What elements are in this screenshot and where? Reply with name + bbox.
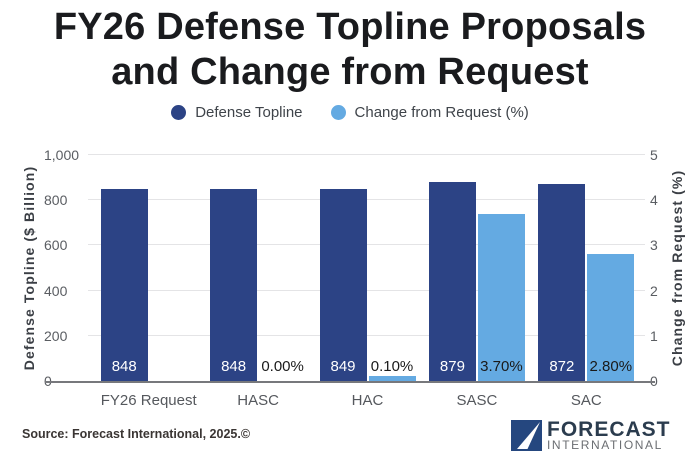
forecast-international-logo: FORECAST INTERNATIONAL (511, 418, 671, 452)
bar-value-label: 848 (111, 358, 137, 375)
left-axis-title: Defense Topline ($ Billion) (21, 165, 37, 371)
change-from-request-bar (587, 254, 635, 381)
category-label: FY26 Request (100, 392, 197, 409)
left-axis-tick: 400 (44, 282, 68, 299)
category-label: HAC (351, 392, 384, 409)
change-from-request-bar (368, 376, 416, 381)
left-axis-tick: 800 (44, 192, 68, 209)
chart-title-line1: FY26 Defense Topline Proposals (53, 6, 647, 48)
x-axis-line (45, 381, 655, 383)
legend-item-change-from-request: Change from Request (%) (330, 104, 529, 121)
left-axis-tick: 1,000 (44, 147, 80, 163)
bar-pct-label: 2.80% (589, 358, 633, 375)
right-axis-title: Change from Request (%) (669, 169, 685, 367)
category-label: HASC (237, 392, 279, 409)
legend: Defense Topline Change from Request (%) (0, 104, 700, 121)
right-axis-tick: 4 (650, 192, 658, 209)
defense-topline-bar (100, 189, 148, 381)
source-note: Source: Forecast International, 2025.© (22, 427, 251, 441)
chart-title: FY26 Defense Topline Proposals and Chang… (0, 5, 700, 95)
forecast-international-logo-icon (511, 420, 542, 451)
defense-topline-bar (319, 189, 367, 381)
bar-group: 872 2.80% SAC (532, 155, 641, 409)
left-axis-tick: 200 (44, 327, 68, 344)
bar-value-label: 848 (221, 358, 247, 375)
bar-group: 848 FY26 Request (94, 155, 203, 409)
right-axis-tick: 3 (650, 237, 658, 254)
legend-dot-defense-topline-icon (171, 105, 187, 120)
bar-group: 848 0.00% HASC (203, 155, 312, 409)
change-from-request-bar (477, 213, 525, 381)
logo-brand-name: FORECAST (547, 418, 671, 441)
legend-label: Change from Request (%) (354, 104, 529, 121)
logo-brand-subname: INTERNATIONAL (547, 438, 663, 452)
bar-value-label: 872 (549, 358, 575, 375)
legend-item-defense-topline: Defense Topline (171, 104, 303, 121)
category-label: SAC (570, 392, 602, 409)
category-label: SASC (456, 392, 498, 409)
plot-area: 02004006008001,000012345848FY26 Request8… (44, 147, 658, 409)
bar-groups: 848 FY26 Request 848 0.00% HASC 849 0.10% HAC 87… (94, 155, 641, 409)
chart-title-line2: and Change from Request (111, 51, 589, 93)
defense-topline-bar (428, 182, 476, 381)
bar-pct-label: 0.10% (370, 358, 414, 375)
logo-text: FORECAST INTERNATIONAL (547, 418, 671, 452)
bar-group: 879 3.70% SASC (422, 155, 531, 409)
legend-dot-change-from-request-icon (330, 105, 346, 120)
gridline (88, 154, 645, 155)
bar-value-label: 849 (330, 358, 356, 375)
defense-topline-bar (210, 189, 258, 381)
right-axis-tick: 5 (650, 147, 658, 163)
right-axis-tick: 1 (650, 327, 658, 344)
left-axis-tick: 600 (44, 237, 68, 254)
defense-topline-bar (538, 183, 586, 381)
bar-group: 849 0.10% HAC (313, 155, 422, 409)
bar-pct-label: 3.70% (480, 358, 523, 375)
bar-pct-label: 0.00% (261, 358, 304, 375)
legend-label: Defense Topline (195, 104, 303, 121)
right-axis-tick: 2 (650, 282, 658, 299)
bar-value-label: 879 (439, 358, 465, 375)
